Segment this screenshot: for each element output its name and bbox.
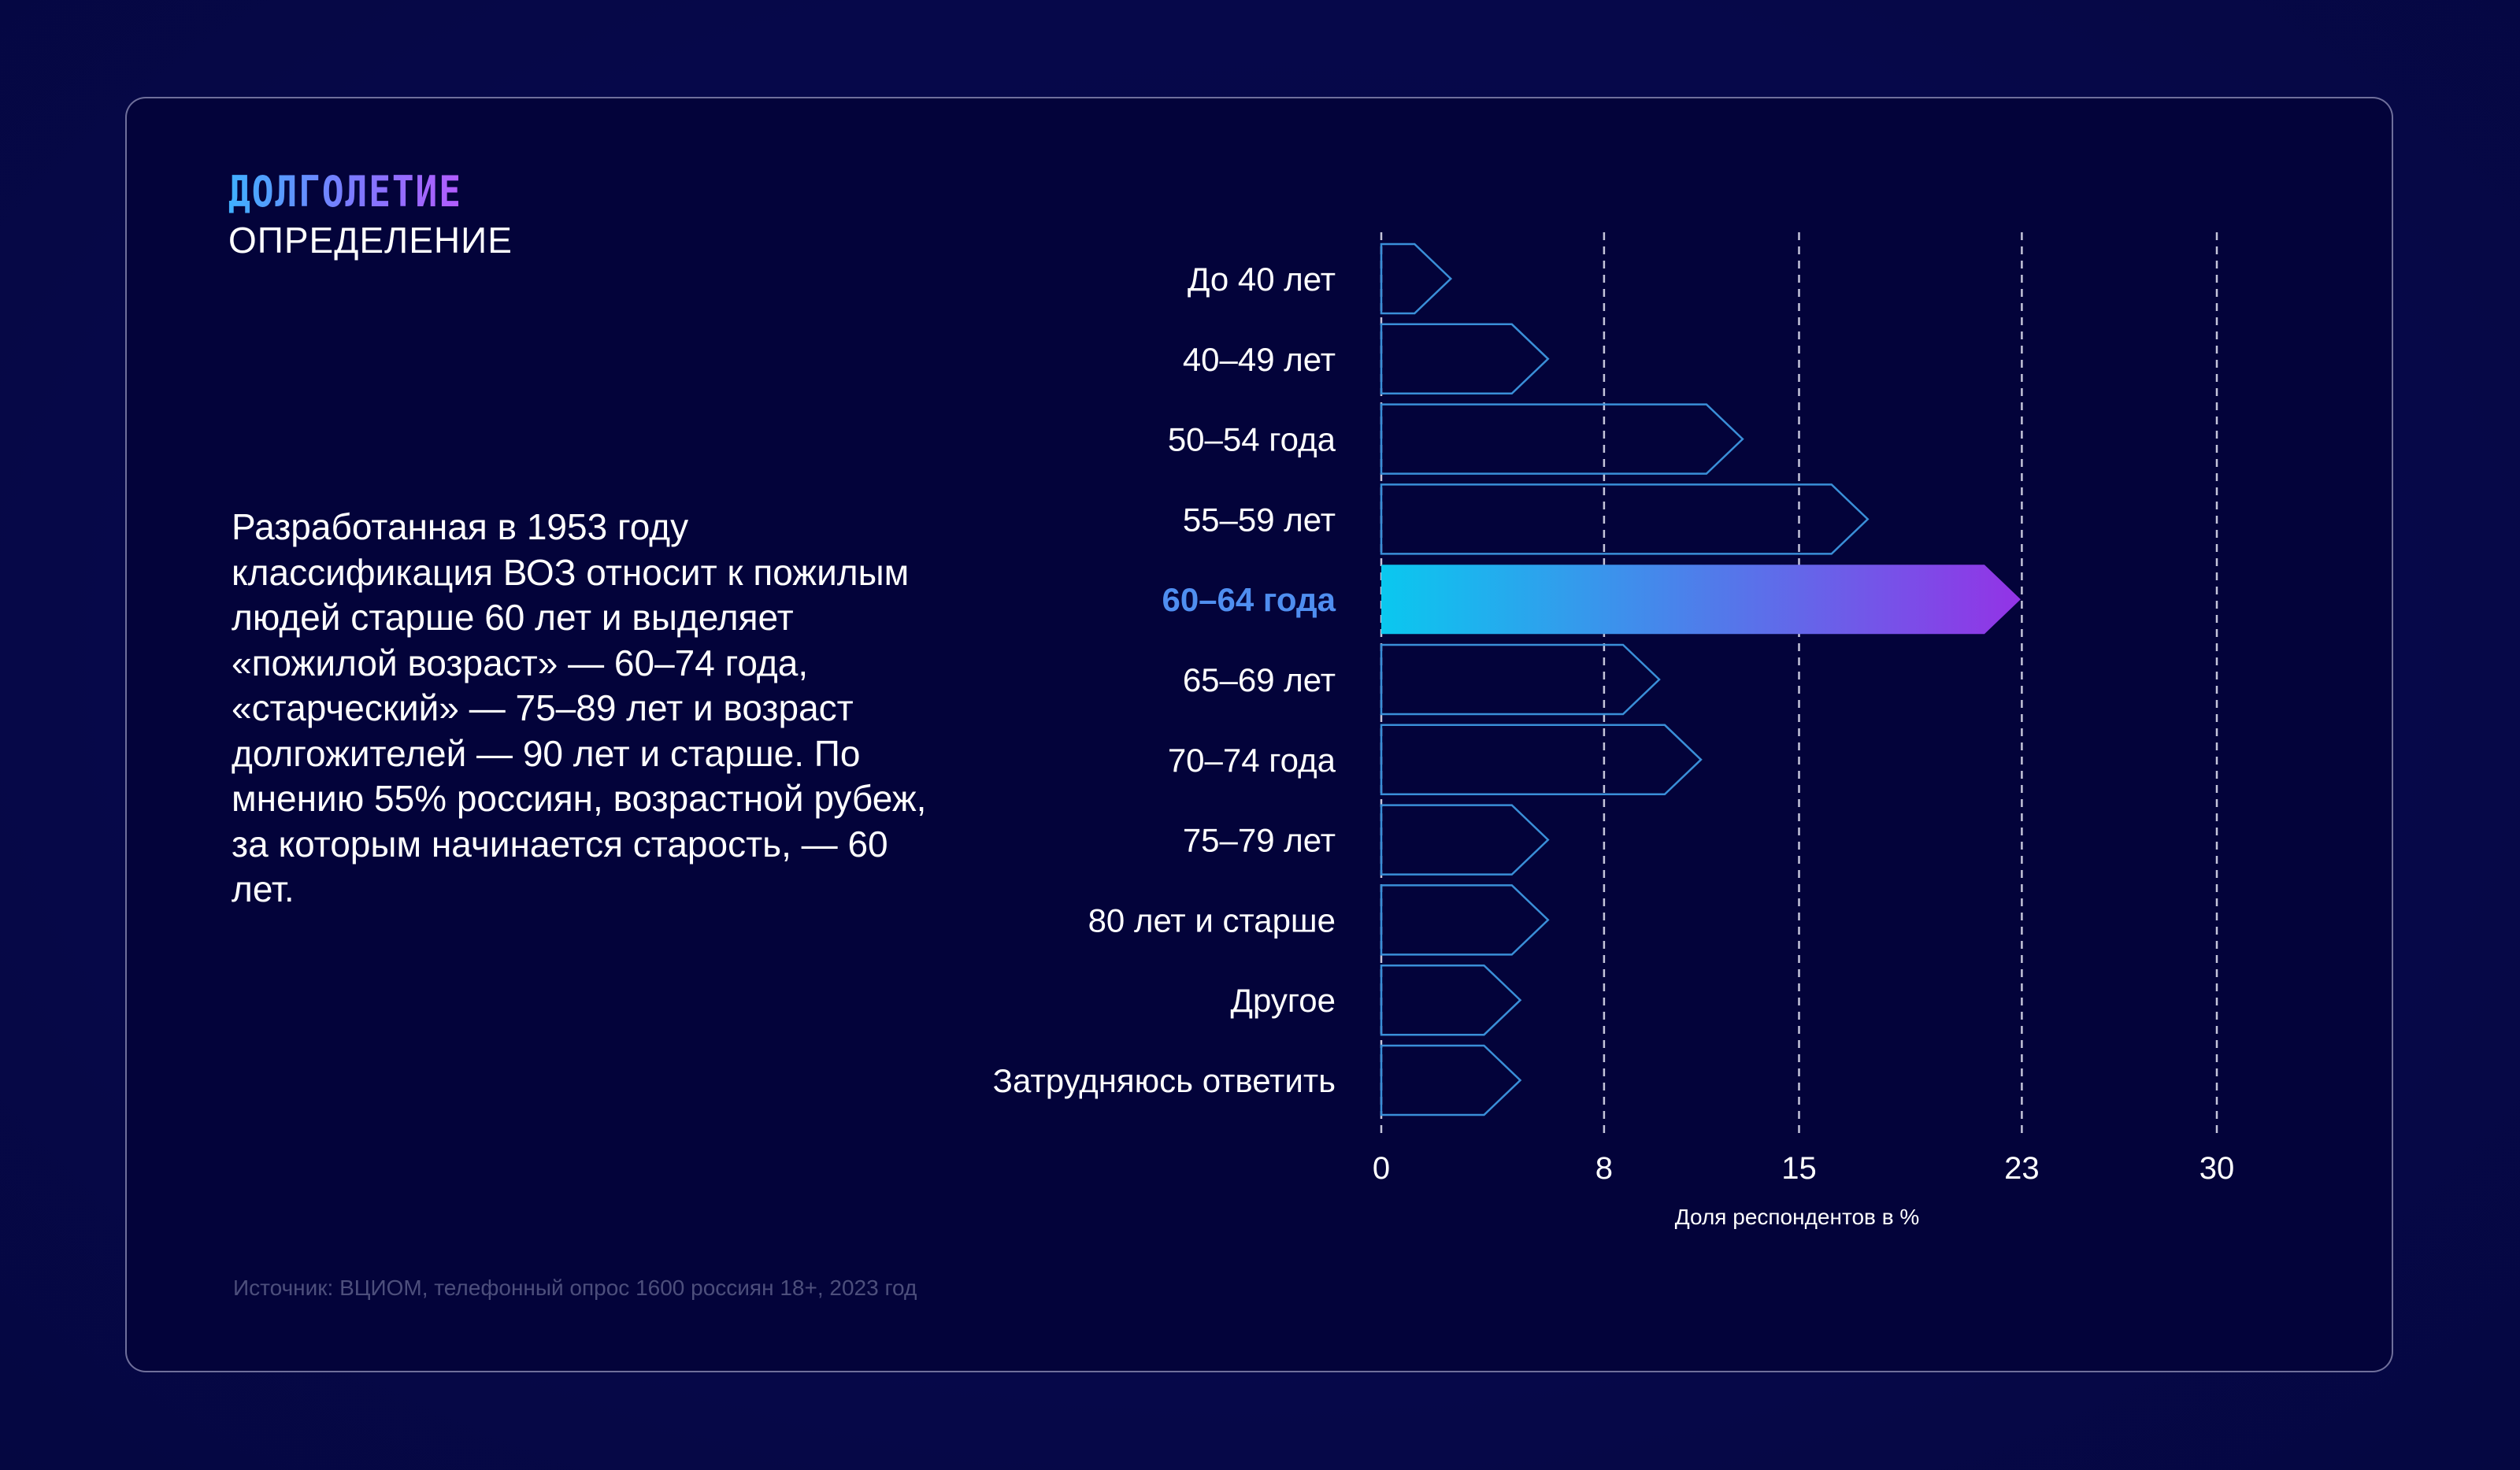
- bar: [1380, 403, 1744, 475]
- x-axis-title: Доля респондентов в %: [1675, 1205, 1920, 1229]
- x-tick-label: 23: [2004, 1151, 2040, 1186]
- bar: [1380, 884, 1550, 956]
- chart-bars: [1380, 243, 2021, 1116]
- category-label: Затрудняюсь ответить: [993, 1062, 1336, 1099]
- bar: [1380, 643, 1661, 716]
- bar: [1380, 243, 1453, 315]
- x-tick-label: 8: [1595, 1151, 1613, 1186]
- bar-highlighted: [1381, 565, 2021, 635]
- category-label: 80 лет и старше: [1088, 902, 1336, 939]
- category-label: 65–69 лет: [1183, 661, 1336, 698]
- bar: [1380, 964, 1522, 1036]
- category-label-highlighted: 60–64 года: [1162, 581, 1336, 618]
- category-label: 50–54 года: [1168, 421, 1336, 458]
- chart-grid: [1380, 232, 2218, 1134]
- category-label: 40–49 лет: [1183, 341, 1336, 378]
- brand-title: ДОЛГОЛЕТИЕ: [228, 167, 462, 217]
- category-label: 75–79 лет: [1183, 822, 1336, 859]
- source-note: Источник: ВЦИОМ, телефонный опрос 1600 р…: [233, 1276, 917, 1300]
- chart-category-labels: До 40 лет 40–49 лет 50–54 года 55–59 лет 60–…: [993, 261, 1336, 1099]
- section-subtitle: ОПРЕДЕЛЕНИЕ: [228, 220, 513, 261]
- chart-x-axis: 0 8 15 23 30: [1373, 1151, 2234, 1186]
- x-tick-label: 15: [1781, 1151, 1817, 1186]
- bar: [1380, 804, 1550, 876]
- bar: [1380, 323, 1550, 395]
- bar: [1380, 724, 1703, 796]
- category-label: До 40 лет: [1188, 261, 1336, 298]
- category-label: Другое: [1231, 982, 1336, 1019]
- x-tick-label: 30: [2199, 1151, 2235, 1186]
- content-card: [125, 97, 2393, 1372]
- bar: [1380, 483, 1870, 555]
- x-tick-label: 0: [1373, 1151, 1390, 1186]
- description-text: Разработанная в 1953 году классификация …: [232, 506, 927, 909]
- category-label: 70–74 года: [1168, 742, 1336, 779]
- category-label: 55–59 лет: [1183, 501, 1336, 538]
- bar: [1380, 1044, 1522, 1116]
